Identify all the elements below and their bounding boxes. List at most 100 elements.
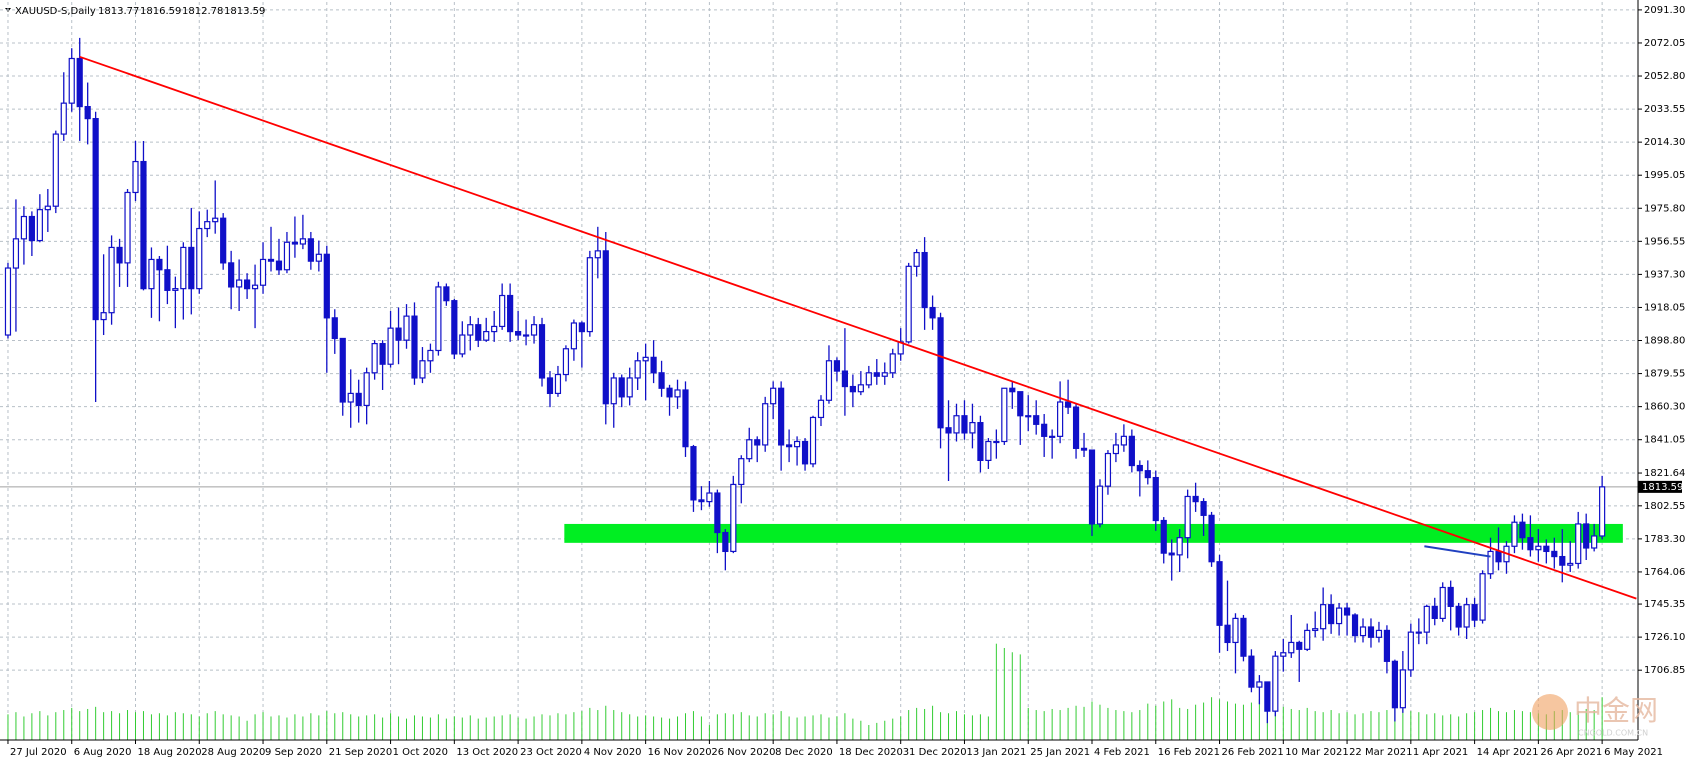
candle-body [1599, 486, 1606, 537]
candle-body [658, 372, 665, 389]
candle-body [347, 392, 354, 403]
candle-body [929, 306, 936, 319]
candle-body [1232, 617, 1239, 644]
candle-body [1591, 535, 1598, 549]
candle-body [44, 205, 51, 211]
candle-body [1224, 624, 1231, 644]
candle-body [355, 392, 362, 407]
header-symbol: XAUUSD-S,Daily [15, 6, 96, 17]
candle-body [60, 102, 67, 135]
candle-body [1009, 387, 1016, 393]
candle-body [801, 440, 809, 465]
candle-body [228, 262, 235, 288]
y-tick-label: 2072.05 [1644, 38, 1685, 49]
candle-body [666, 387, 673, 398]
candle-body [1519, 521, 1526, 539]
candle-body [1136, 464, 1143, 472]
y-tick-label: 1802.55 [1644, 501, 1685, 512]
candle-body [419, 360, 426, 379]
header-value: 1813.77 [98, 6, 139, 17]
candle-body [1128, 435, 1135, 467]
candle-body [76, 57, 83, 108]
candle-body [251, 284, 259, 290]
x-tick-label: 1 Apr 2021 [1413, 747, 1468, 758]
candle-body [1551, 550, 1558, 558]
candle-body [1184, 495, 1191, 539]
candle-body [1439, 586, 1446, 620]
candle-body [985, 440, 992, 461]
candle-body [515, 330, 522, 336]
candle-body [275, 260, 283, 271]
candle-body [881, 372, 888, 377]
candle-body [243, 279, 251, 290]
candle-body [530, 324, 538, 336]
candle-body [1041, 423, 1048, 437]
candle-body [411, 315, 418, 379]
y-tick-label: 2014.30 [1644, 137, 1685, 148]
candle-body [1208, 514, 1215, 563]
y-tick-label: 1995.05 [1644, 170, 1685, 181]
candle-body [180, 246, 187, 290]
candle-body [1264, 681, 1271, 712]
candle-body [1415, 631, 1422, 634]
candle-body [1104, 452, 1112, 487]
candle-body [698, 499, 705, 503]
candle-body [172, 288, 179, 291]
candle-body [873, 372, 880, 377]
candle-body [1216, 561, 1223, 626]
candle-body [84, 105, 91, 120]
header-value: 1812.78 [182, 6, 223, 17]
candle-body [786, 444, 793, 448]
candle-body [451, 300, 458, 355]
x-tick-label: 27 Jul 2020 [10, 747, 67, 758]
candle-body [52, 133, 59, 207]
header-value: 1816.59 [140, 6, 181, 17]
candle-body [307, 238, 314, 262]
candle-body [100, 312, 107, 321]
candle-body [1288, 641, 1295, 654]
y-tick-label: 1764.06 [1644, 567, 1685, 578]
y-tick-label: 2091.30 [1644, 5, 1685, 16]
candle-body [1304, 629, 1311, 650]
x-tick-label: 6 May 2021 [1604, 747, 1663, 758]
candle-body [188, 246, 195, 290]
support-zone [564, 523, 1623, 543]
candle-body [762, 403, 769, 446]
candle-body [108, 246, 115, 314]
candle-body [363, 372, 370, 407]
candle-body [483, 330, 490, 341]
candle-body [953, 415, 960, 434]
candle-body [1168, 552, 1175, 556]
candle-body [92, 118, 99, 321]
x-tick-label: 18 Aug 2020 [138, 747, 202, 758]
candle-body [1096, 485, 1104, 525]
candle-body [116, 246, 123, 264]
candle-body [1399, 669, 1406, 709]
candle-body [291, 241, 299, 245]
candle-body [507, 294, 514, 333]
candle-body [1407, 631, 1414, 671]
candle-body [1359, 626, 1367, 637]
candle-body [746, 439, 753, 460]
candle-body [1160, 519, 1167, 554]
candle-body [1383, 629, 1391, 662]
candle-body [650, 356, 657, 374]
candle-body [491, 325, 498, 333]
candle-body [945, 427, 952, 434]
candle-body [809, 416, 817, 465]
candle-body [1025, 415, 1032, 418]
candle-body [1335, 607, 1343, 625]
candle-body [36, 209, 43, 242]
candle-body [817, 399, 825, 419]
candle-body [674, 389, 681, 398]
candle-body [1256, 681, 1263, 688]
candle-body [865, 372, 872, 386]
candle-body [1072, 406, 1080, 449]
x-tick-label: 16 Feb 2021 [1158, 747, 1220, 758]
bid-box [1638, 480, 1682, 493]
candle-body [921, 251, 928, 309]
x-tick-label: 22 Mar 2021 [1349, 747, 1412, 758]
candle-body [1351, 614, 1359, 637]
candle-body [1487, 550, 1494, 575]
